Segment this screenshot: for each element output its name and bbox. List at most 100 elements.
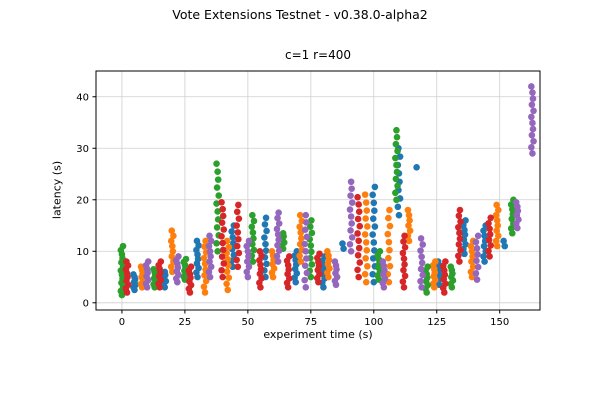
- scatter-point: [493, 242, 501, 250]
- scatter-point: [401, 261, 408, 268]
- scatter-point: [213, 160, 220, 168]
- scatter-point: [302, 247, 310, 255]
- scatter-point: [331, 258, 339, 265]
- scatter-point: [201, 289, 209, 296]
- scatter-point: [400, 238, 407, 245]
- scatter-point: [168, 253, 176, 260]
- scatter-point: [296, 223, 303, 231]
- scatter-point: [123, 258, 130, 265]
- scatter-point: [362, 278, 370, 286]
- scatter-point: [339, 240, 346, 247]
- scatter-point: [273, 252, 281, 260]
- scatter-point: [201, 272, 208, 279]
- scatter-point: [130, 271, 137, 278]
- scatter-point: [263, 227, 270, 235]
- scatter-point: [392, 175, 400, 183]
- scatter-point: [308, 261, 316, 268]
- scatter-point: [369, 215, 377, 222]
- scatter-point: [394, 147, 401, 155]
- scatter-point: [206, 273, 214, 281]
- x-tick-label: 150: [490, 317, 509, 328]
- scatter-point: [262, 247, 270, 255]
- scatter-point: [249, 229, 257, 236]
- scatter-point: [301, 226, 309, 233]
- scatter-point: [233, 242, 241, 250]
- scatter-point: [297, 258, 305, 265]
- scatter-point: [355, 208, 363, 216]
- scatter-point: [486, 253, 493, 260]
- scatter-point: [485, 247, 492, 255]
- scatter-point: [355, 237, 362, 245]
- scatter-point: [303, 269, 311, 277]
- scatter-point: [494, 222, 502, 229]
- scatter-point: [529, 150, 536, 157]
- scatter-point: [400, 255, 408, 263]
- scatter-point: [393, 133, 401, 141]
- scatter-point: [370, 239, 378, 246]
- scatter-point: [214, 176, 222, 183]
- scatter-point: [233, 256, 240, 264]
- scatter-point: [308, 229, 316, 237]
- scatter-point: [296, 252, 303, 260]
- scatter-point: [347, 192, 354, 199]
- scatter-point: [244, 247, 252, 255]
- scatter-point: [250, 217, 258, 225]
- scatter-point: [220, 226, 228, 233]
- scatter-point: [219, 246, 227, 254]
- scatter-point: [218, 219, 226, 227]
- x-tick-label: 75: [304, 317, 317, 328]
- scatter-point: [167, 237, 175, 245]
- scatter-point: [371, 207, 378, 215]
- scatter-point: [494, 232, 502, 240]
- scatter-point: [417, 247, 424, 254]
- scatter-point: [393, 161, 400, 169]
- scatter-point: [205, 242, 213, 250]
- scatter-point: [243, 268, 251, 276]
- scatter-point: [182, 255, 190, 263]
- scatter-point: [348, 220, 355, 227]
- scatter-point: [480, 227, 487, 234]
- scatter-point: [224, 286, 232, 294]
- scatter-point: [307, 273, 315, 281]
- scatter-point: [215, 192, 223, 199]
- scatter-point: [200, 283, 208, 291]
- scatter-point: [468, 247, 476, 255]
- scatter-point: [500, 237, 507, 245]
- scatter-point: [243, 242, 251, 250]
- x-axis-label: experiment time (s): [263, 328, 373, 341]
- scatter-point: [348, 185, 355, 192]
- scatter-point: [528, 144, 535, 151]
- scatter-point: [455, 252, 462, 260]
- scatter-point: [268, 247, 276, 255]
- scatter-point: [296, 211, 304, 219]
- scatter-point: [213, 184, 221, 191]
- scatter-point: [302, 284, 310, 291]
- scatter-point: [205, 268, 213, 276]
- scatter-point: [356, 259, 364, 266]
- scatter-point: [150, 266, 157, 273]
- scatter-point: [262, 240, 269, 248]
- scatter-point: [399, 278, 407, 285]
- scatter-point: [354, 230, 361, 237]
- scatter-point: [487, 242, 495, 249]
- scatter-point: [235, 201, 242, 209]
- scatter-point: [385, 254, 392, 262]
- scatter-point: [392, 140, 400, 148]
- scatter-point: [275, 236, 282, 244]
- y-tick-label: 10: [76, 247, 89, 258]
- scatter-point: [200, 254, 208, 262]
- scatter-point: [401, 272, 409, 280]
- scatter-point: [245, 263, 253, 271]
- scatter-point: [218, 253, 226, 260]
- scatter-point: [486, 225, 493, 233]
- scatter-point: [405, 211, 413, 219]
- scatter-point: [401, 243, 409, 251]
- scatter-point: [223, 280, 230, 288]
- scatter-point: [213, 240, 220, 247]
- scatter-point: [393, 168, 401, 176]
- scatter-point: [297, 235, 305, 242]
- scatter-point: [401, 232, 408, 240]
- scatter-point: [229, 233, 237, 241]
